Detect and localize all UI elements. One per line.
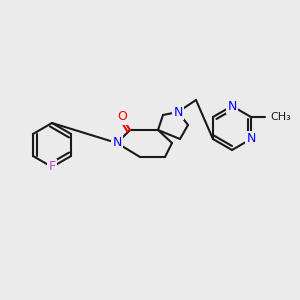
Text: F: F (48, 160, 56, 173)
Text: N: N (246, 133, 256, 146)
Text: N: N (173, 106, 183, 118)
Text: N: N (227, 100, 237, 112)
Text: CH₃: CH₃ (270, 112, 291, 122)
Text: O: O (117, 110, 127, 124)
Text: N: N (112, 136, 122, 149)
